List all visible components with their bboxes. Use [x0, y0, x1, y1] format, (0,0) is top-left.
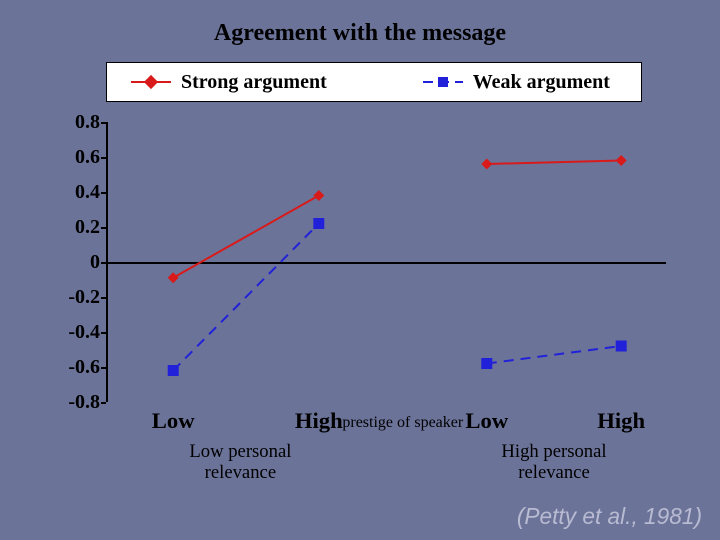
- series-line: [173, 224, 319, 371]
- x-category-label: High: [597, 408, 645, 434]
- square-marker-icon: [168, 365, 179, 376]
- x-axis-title: prestige of speaker: [342, 414, 463, 432]
- series-line: [173, 196, 319, 278]
- legend-swatch-strong: [131, 75, 171, 89]
- y-tick-mark: [101, 262, 106, 264]
- y-tick-label: -0.6: [50, 356, 100, 379]
- legend-item-strong: Strong argument: [131, 71, 327, 94]
- y-tick-label: 0: [50, 251, 100, 274]
- citation: (Petty et al., 1981): [517, 503, 702, 530]
- square-marker-icon: [438, 77, 448, 87]
- grouping-label: Low personal relevance: [189, 442, 291, 483]
- y-tick-mark: [101, 192, 106, 194]
- plot-area: [106, 122, 666, 402]
- diamond-marker-icon: [481, 159, 492, 170]
- chart-title: Agreement with the message: [0, 20, 720, 47]
- series-line: [487, 161, 621, 165]
- legend-item-weak: Weak argument: [423, 71, 610, 94]
- diamond-marker-icon: [313, 190, 324, 201]
- y-tick-mark: [101, 332, 106, 334]
- y-tick-label: -0.8: [50, 391, 100, 414]
- y-tick-label: -0.4: [50, 321, 100, 344]
- plot-svg: [106, 122, 666, 402]
- y-tick-label: 0.6: [50, 146, 100, 169]
- legend-dash-weak-1: [423, 81, 433, 83]
- y-tick-mark: [101, 157, 106, 159]
- diamond-marker-icon: [616, 155, 627, 166]
- square-marker-icon: [313, 218, 324, 229]
- x-category-label: Low: [152, 408, 195, 434]
- slide: Agreement with the message Strong argume…: [0, 0, 720, 540]
- legend-dash-weak-3: [455, 81, 463, 83]
- y-tick-label: -0.2: [50, 286, 100, 309]
- y-tick-mark: [101, 122, 106, 124]
- diamond-marker-icon: [168, 272, 179, 283]
- square-marker-icon: [481, 358, 492, 369]
- square-marker-icon: [616, 341, 627, 352]
- legend-label-weak: Weak argument: [473, 71, 610, 94]
- legend-label-strong: Strong argument: [181, 71, 327, 94]
- y-tick-label: 0.4: [50, 181, 100, 204]
- y-tick-label: 0.8: [50, 111, 100, 134]
- y-tick-labels: 0.80.60.40.20-0.2-0.4-0.6-0.8: [46, 122, 100, 402]
- diamond-marker-icon: [144, 75, 158, 89]
- legend-swatch-weak: [423, 75, 463, 89]
- x-category-label: High: [295, 408, 343, 434]
- y-tick-mark: [101, 297, 106, 299]
- y-tick-label: 0.2: [50, 216, 100, 239]
- grouping-label: High personal relevance: [501, 442, 606, 483]
- series-line: [487, 346, 621, 364]
- x-category-label: Low: [465, 408, 508, 434]
- legend: Strong argument Weak argument: [106, 62, 642, 102]
- y-tick-mark: [101, 402, 106, 404]
- y-tick-mark: [101, 367, 106, 369]
- y-tick-mark: [101, 227, 106, 229]
